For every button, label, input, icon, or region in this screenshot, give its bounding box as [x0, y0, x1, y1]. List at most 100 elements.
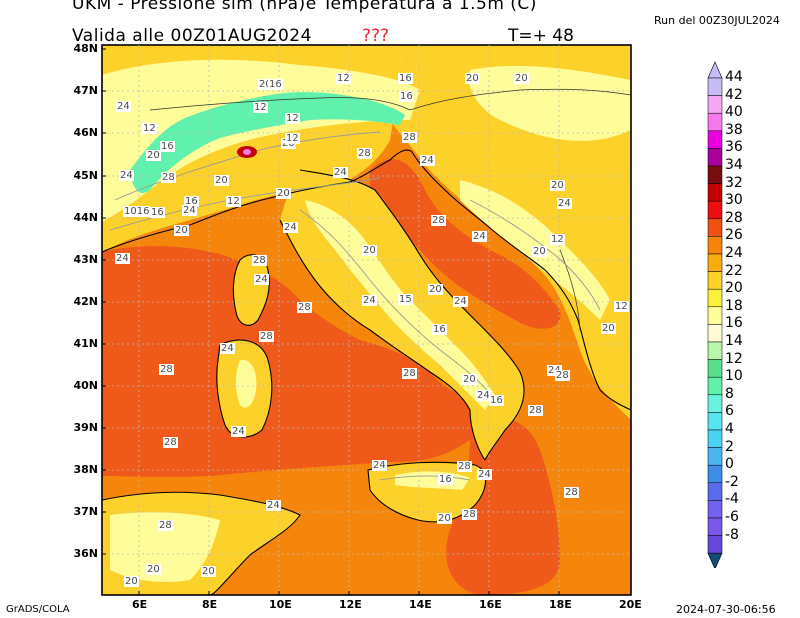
isotherm-label: 20 [201, 566, 216, 577]
isotherm-label: 20 [258, 79, 273, 90]
isotherm-label: 16 [160, 141, 175, 152]
graticule [102, 45, 631, 595]
isotherm-label: 28 [431, 215, 446, 226]
isotherm-label: 12 [253, 102, 268, 113]
isotherm-label: 20 [146, 150, 161, 161]
isotherm-label: 24 [472, 231, 487, 242]
isotherm-label: 12 [142, 123, 157, 134]
warm-sea-ionian [446, 416, 560, 595]
isotherm-label: 28 [528, 405, 543, 416]
isotherm-label: 12 [336, 73, 351, 84]
isotherm-label: 16 [489, 395, 504, 406]
legend-label: -6 [725, 509, 739, 525]
isotherm-label: 24 [477, 469, 492, 480]
isotherm-label: 20 [174, 225, 189, 236]
isotherm-label: 20 [462, 374, 477, 385]
legend-swatch [707, 236, 723, 255]
land-corsica [233, 254, 270, 326]
isotherm-label: 24 [362, 295, 377, 306]
lat-label: 44N [73, 211, 98, 224]
lat-label: 40N [73, 379, 98, 392]
lat-label: 45N [73, 169, 98, 182]
legend-swatch [707, 464, 723, 484]
run-time: Run del 00Z30JUL2024 [654, 14, 780, 27]
lon-label: 10E [269, 598, 292, 611]
isotherm-label: 20 [437, 513, 452, 524]
warm-sea-tyrrhenian [102, 246, 480, 477]
alps-high [130, 92, 405, 194]
isotherm-label: 24 [283, 222, 298, 233]
lat-label: 37N [73, 505, 98, 518]
legend-label: -4 [725, 491, 739, 508]
isotherm-label: 16 [150, 207, 165, 218]
axis-ticks [102, 48, 560, 595]
legend-label: 32 [725, 174, 743, 191]
isotherm-label: 20 [362, 245, 377, 256]
isotherm-label: 28 [564, 487, 579, 498]
legend-swatch [707, 271, 723, 290]
legend-label: 8 [725, 385, 734, 402]
legend-label: 10 [725, 368, 743, 385]
isotherm-label: 16 [398, 73, 413, 84]
national-borders [149, 88, 632, 331]
isotherm-label: 28 [252, 255, 267, 266]
isotherm-label: 28 [163, 437, 178, 448]
legend-swatch [707, 165, 723, 184]
legend-swatch [707, 306, 723, 325]
isotherm-label: 24 [453, 296, 468, 307]
isotherm-label: 12 [285, 133, 300, 144]
lon-label: 14E [409, 598, 432, 611]
legend-label: 6 [725, 403, 734, 420]
isotherm-label: 24 [420, 155, 435, 166]
isotherm-label: 24 [231, 426, 246, 437]
legend-label: 42 [725, 86, 743, 103]
lat-label: 43N [73, 253, 98, 266]
lon-label: 18E [549, 598, 572, 611]
lat-label: 41N [73, 337, 98, 350]
isotherm-label: 15 [398, 294, 413, 305]
isotherm-label: 28 [402, 368, 417, 379]
isotherm-label: 24 [333, 167, 348, 178]
legend-label: 16 [725, 315, 743, 332]
lat-label: 39N [73, 421, 98, 434]
legend-swatch [707, 253, 723, 272]
isotherm-label: 20 [276, 188, 291, 199]
isotherm-label: 24 [115, 253, 130, 264]
isotherm-label: 24 [557, 198, 572, 209]
isotherm-label: 24 [266, 500, 281, 511]
legend-swatch [707, 324, 723, 343]
legend-label: 44 [725, 69, 743, 85]
lat-label: 48N [73, 42, 98, 55]
apennines [305, 200, 495, 410]
legend-label: 38 [725, 121, 743, 138]
warm-sea-adriatic [370, 159, 561, 329]
validity-time: Valida alle 00Z01AUG2024 [72, 26, 312, 46]
map-frame [101, 44, 632, 596]
isotherm-label: 20 [514, 73, 529, 84]
render-timestamp: 2024-07-30-06:56 [676, 603, 776, 616]
legend-label: 14 [725, 333, 743, 349]
mountain-balkans [469, 65, 631, 141]
lat-label: 36N [73, 547, 98, 560]
isotherm-label: 20 [124, 576, 139, 587]
legend-label: 40 [725, 104, 743, 121]
lat-label: 46N [73, 126, 98, 139]
isotherm-label: 20 [146, 564, 161, 575]
forecast-step: T=+ 48 [508, 26, 574, 46]
legend-label: -8 [725, 526, 739, 543]
legend-label: 36 [725, 139, 743, 156]
isotherm-label: 1016 [123, 206, 151, 217]
lat-label: 38N [73, 463, 98, 476]
lat-label: 42N [73, 295, 98, 308]
isotherm-label: 16 [184, 196, 199, 207]
legend-label: 34 [725, 157, 743, 173]
isotherm-label: 28 [402, 132, 417, 143]
legend-label: 20 [725, 280, 743, 297]
legend-swatch [707, 517, 723, 536]
isotherm-label: 20 [428, 284, 443, 295]
legend-swatch [707, 447, 723, 466]
lon-label: 12E [339, 598, 362, 611]
isotherm-label: 16 [438, 474, 453, 485]
isotherm-label: 28 [462, 509, 477, 520]
